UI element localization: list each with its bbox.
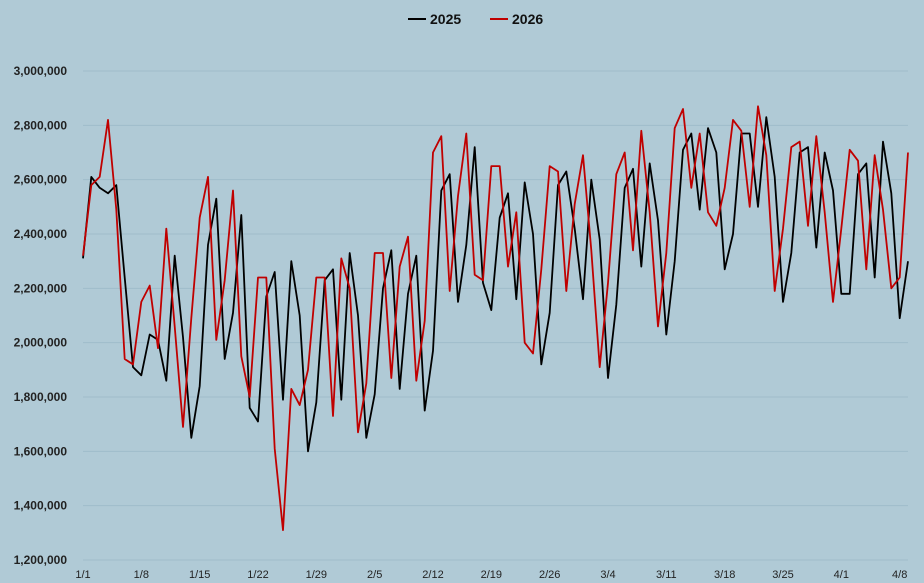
gridlines: [83, 70, 908, 561]
x-tick-label: 3/4: [600, 569, 615, 581]
series-line-2025: [82, 116, 909, 453]
x-tick-label: 2/12: [422, 569, 443, 581]
y-tick-label: 1,600,000: [14, 444, 68, 458]
x-tick-label: 4/1: [834, 569, 849, 581]
legend-item-2026: 2026: [490, 11, 543, 27]
x-tick-label: 1/1: [75, 569, 90, 581]
y-tick-label: 1,200,000: [14, 553, 68, 567]
x-tick-label: 3/25: [772, 569, 793, 581]
series-lines: [82, 105, 909, 531]
x-tick-label: 1/29: [306, 569, 327, 581]
y-tick-label: 2,400,000: [14, 227, 68, 241]
y-tick-label: 2,200,000: [14, 281, 68, 295]
y-tick-label: 2,600,000: [14, 173, 68, 187]
x-tick-label: 3/18: [714, 569, 735, 581]
legend-label-2026: 2026: [512, 11, 543, 27]
x-tick-label: 2/26: [539, 569, 560, 581]
y-tick-label: 1,800,000: [14, 390, 68, 404]
y-tick-label: 2,000,000: [14, 336, 68, 350]
legend: 2025 2026: [408, 11, 543, 27]
series-line-2026: [82, 105, 909, 531]
x-axis: 1/1 1/8 1/15 1/22 1/29 2/5 2/12 2/19 2/26 3/4 3/11…: [75, 569, 907, 581]
y-axis: 1,200,000 1,400,000 1,600,000 1,800,000 2,00…: [14, 64, 68, 567]
legend-label-2025: 2025: [430, 11, 461, 27]
x-tick-label: 1/15: [189, 569, 210, 581]
y-tick-label: 2,800,000: [14, 118, 68, 132]
x-tick-label: 1/22: [247, 569, 268, 581]
y-tick-label: 3,000,000: [14, 64, 68, 78]
y-tick-label: 1,400,000: [14, 499, 68, 513]
x-tick-label: 1/8: [134, 569, 149, 581]
x-tick-label: 2/19: [481, 569, 502, 581]
x-tick-label: 4/8: [892, 569, 907, 581]
legend-item-2025: 2025: [408, 11, 461, 27]
x-tick-label: 3/11: [656, 569, 677, 581]
x-tick-label: 2/5: [367, 569, 382, 581]
